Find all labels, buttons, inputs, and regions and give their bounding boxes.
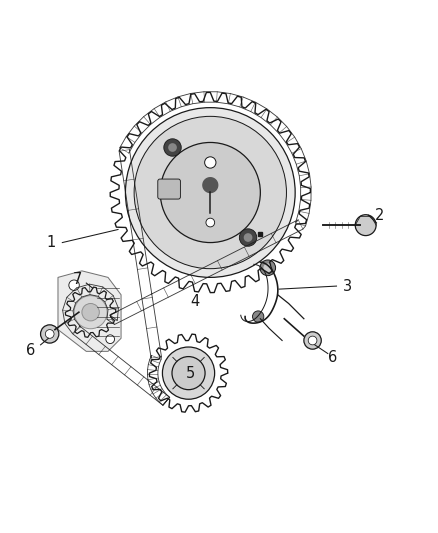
Circle shape: [239, 229, 257, 246]
Text: 2: 2: [375, 208, 385, 223]
Circle shape: [41, 325, 59, 343]
Circle shape: [74, 296, 107, 329]
Text: 5: 5: [186, 367, 195, 382]
Text: 6: 6: [328, 350, 337, 366]
Circle shape: [355, 215, 376, 236]
Circle shape: [308, 336, 317, 345]
Circle shape: [134, 116, 286, 269]
Text: 1: 1: [47, 235, 56, 250]
Circle shape: [82, 303, 99, 321]
Circle shape: [205, 157, 216, 168]
Text: 4: 4: [191, 294, 200, 309]
Circle shape: [160, 142, 260, 243]
Text: 6: 6: [26, 343, 35, 358]
Polygon shape: [203, 177, 218, 192]
Polygon shape: [58, 271, 121, 351]
Text: 3: 3: [343, 279, 352, 294]
Circle shape: [162, 347, 215, 399]
Text: 7: 7: [73, 272, 82, 287]
Circle shape: [260, 260, 276, 276]
Circle shape: [244, 233, 252, 242]
Circle shape: [263, 263, 272, 272]
Circle shape: [164, 139, 181, 156]
Circle shape: [125, 108, 295, 277]
FancyBboxPatch shape: [158, 179, 180, 199]
Circle shape: [168, 143, 177, 152]
Circle shape: [172, 357, 205, 390]
Circle shape: [46, 329, 54, 338]
Circle shape: [253, 311, 264, 322]
Circle shape: [106, 335, 115, 344]
Circle shape: [304, 332, 321, 349]
Circle shape: [206, 218, 215, 227]
Circle shape: [69, 280, 79, 290]
